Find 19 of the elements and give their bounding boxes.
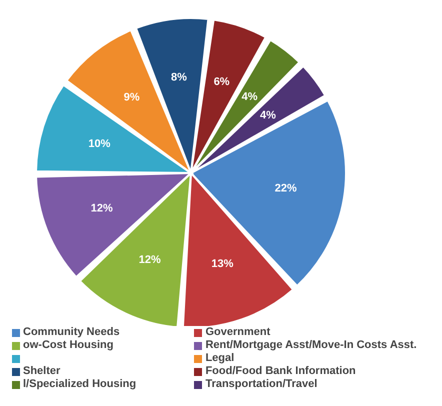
data-label: 4% [260,109,276,122]
data-label: 22% [274,182,298,195]
data-label: 9% [124,91,140,104]
data-label: 4% [242,90,258,103]
data-label: 8% [171,72,188,84]
legend-label: Government [205,326,270,339]
legend-label: Community Needs [23,326,120,339]
data-label: 13% [211,258,234,270]
legend-label: Food/Food Bank Information [205,365,356,378]
legend-label: l/Specialized Housing [23,378,136,391]
legend-label: ow-Cost Housing [23,339,114,352]
data-label: 10% [88,138,111,150]
data-label: 6% [214,76,230,88]
legend-label: Legal [205,352,234,365]
data-label: 12% [90,202,113,215]
legend-label: Shelter [23,365,60,378]
legend-label: Rent/Mortgage Asst/Move-In Costs Asst. [205,339,417,352]
legend-label: Transportation/Travel [205,378,318,391]
data-label: 12% [138,254,161,266]
